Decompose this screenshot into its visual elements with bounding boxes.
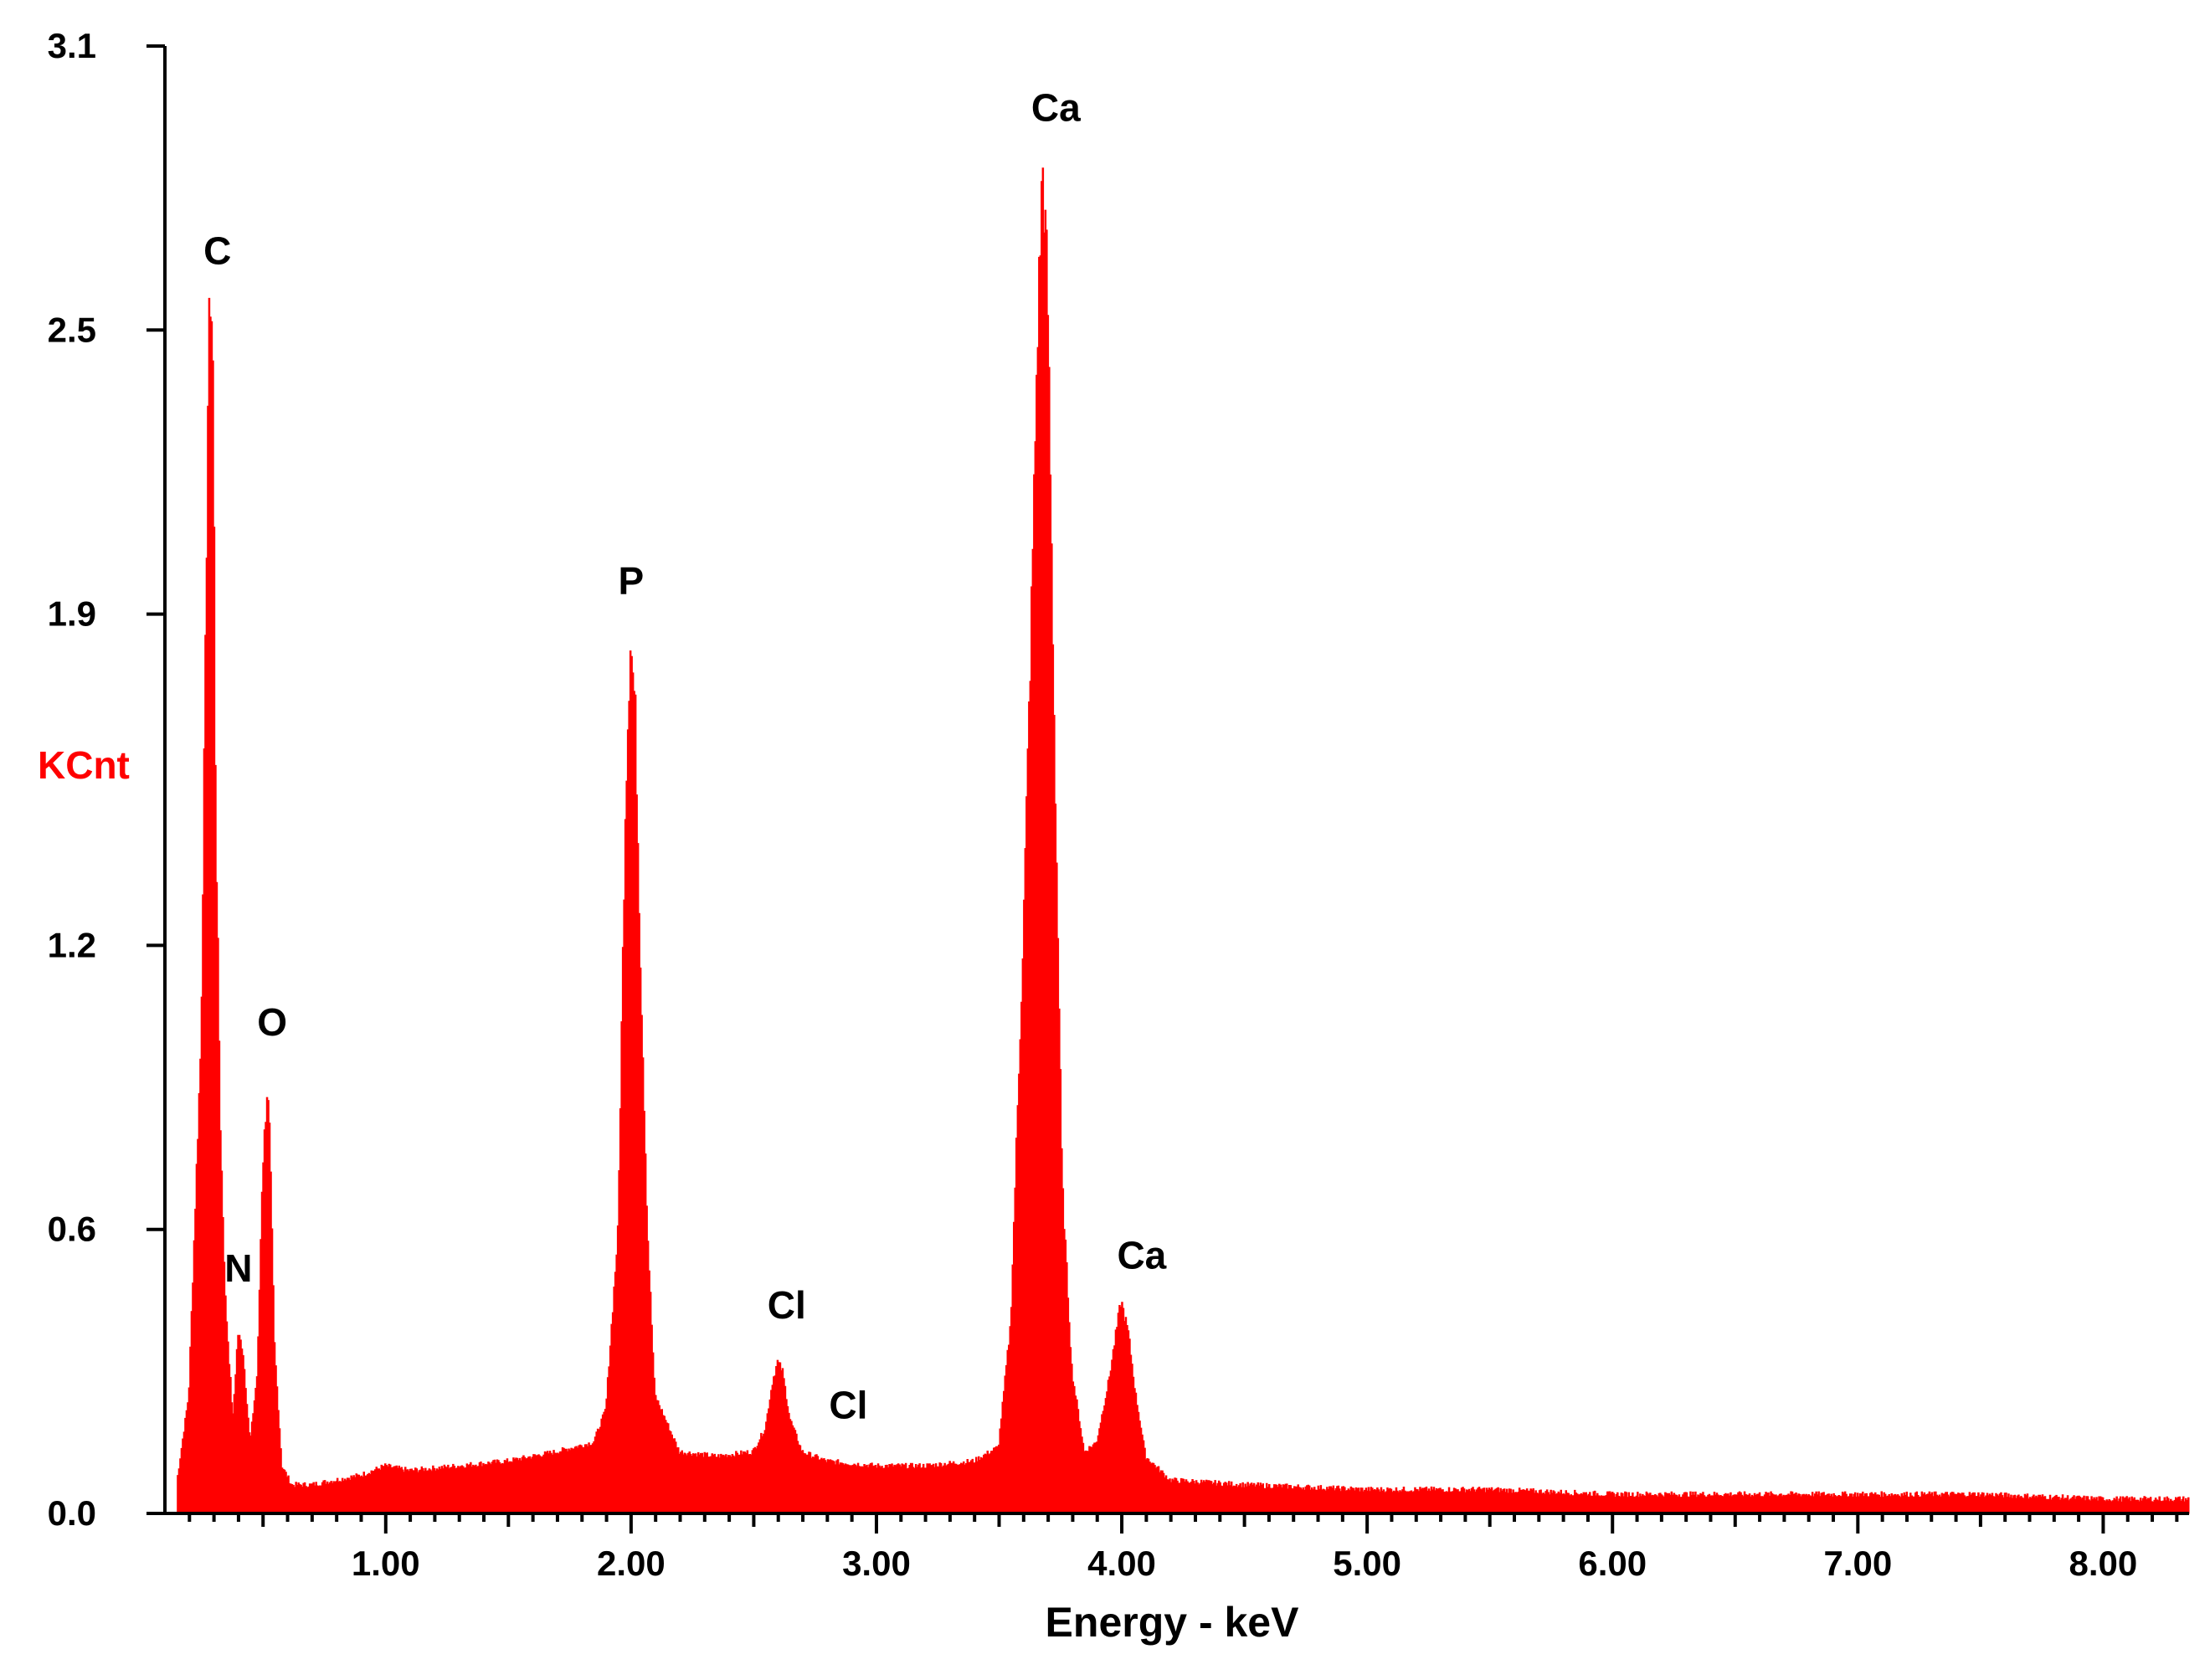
peak-labels: C N O P Cl Cl Ca Ca (203, 85, 1167, 1426)
peak-label-c: C (203, 229, 231, 273)
peak-label-o: O (257, 1000, 287, 1044)
peak-label-cl: Cl (829, 1383, 867, 1426)
axes: 0.0 0.6 1.2 1.9 2.5 3.1 1.00 2.00 3.00 4.00 5.00 6.… (48, 26, 2189, 1583)
y-tick-label: 0.0 (48, 1493, 96, 1533)
spectrum-area (177, 167, 2190, 1514)
peak-label-ca: Ca (1031, 85, 1081, 129)
y-tick-label: 2.5 (48, 310, 96, 349)
x-tick-label: 7.00 (1823, 1544, 1892, 1583)
x-tick-label: 5.00 (1333, 1544, 1401, 1583)
x-axis-title: Energy - keV (1046, 1599, 1300, 1646)
x-tick-label: 1.00 (352, 1544, 420, 1583)
peak-label-n: N (224, 1246, 252, 1290)
x-tick-label: 2.00 (597, 1544, 666, 1583)
y-tick-label: 1.2 (48, 925, 96, 964)
x-tick-label: 4.00 (1087, 1544, 1156, 1583)
y-tick-label: 3.1 (48, 26, 96, 65)
plot-area (177, 167, 2190, 1514)
peak-label-ca: Ca (1117, 1234, 1166, 1277)
y-tick-label: 1.9 (48, 594, 96, 634)
peak-label-p: P (619, 559, 645, 603)
x-tick-label: 3.00 (842, 1544, 911, 1583)
x-tick-label: 6.00 (1578, 1544, 1647, 1583)
peak-label-cl: Cl (768, 1283, 806, 1327)
y-tick-label: 0.6 (48, 1210, 96, 1249)
y-axis-unit: KCnt (38, 743, 130, 787)
x-tick-label: 8.00 (2069, 1544, 2138, 1583)
